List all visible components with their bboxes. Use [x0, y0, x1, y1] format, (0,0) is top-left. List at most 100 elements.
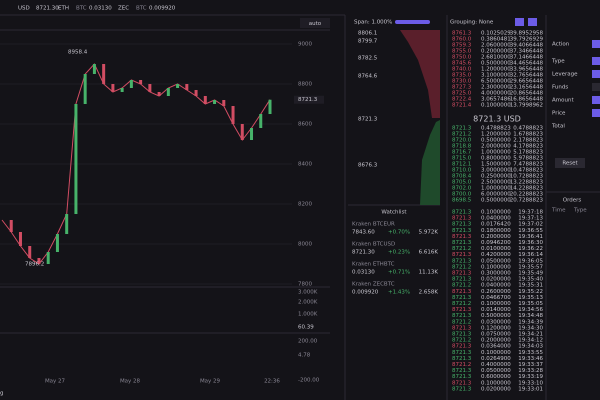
candle [129, 80, 133, 88]
book-price: 8721.3 [452, 380, 472, 386]
form-label: Amount [552, 98, 574, 104]
book-price: 8721.3 [452, 126, 472, 132]
book-price: 8721.2 [452, 132, 471, 138]
book-col3: 33.9656448 [510, 67, 544, 73]
candle [74, 104, 78, 214]
book-col3: 19:36:22 [518, 246, 543, 252]
orders-col: Time [551, 208, 566, 214]
book-price: 8702.0 [452, 186, 472, 192]
book-col3: 19:35:49 [518, 271, 543, 277]
last-price: 8721.3 [298, 97, 318, 103]
book-price: 8750.0 [452, 55, 472, 61]
book-col3: 4.1788823 [513, 144, 543, 150]
last-price-box [294, 95, 324, 104]
watch-volume: 11.13K [419, 270, 439, 276]
book-amount: 0.0400000 [481, 283, 511, 289]
span-slider[interactable] [395, 20, 430, 24]
candle [55, 234, 59, 252]
book-price: 8755.0 [452, 49, 472, 55]
watch-name[interactable]: Kraken ETHBTC [352, 262, 395, 268]
book-price: 8721.2 [452, 301, 471, 307]
ticker-label: ZEC [118, 6, 129, 12]
volume-tick: 2.000K [298, 300, 318, 306]
form-input[interactable] [592, 83, 600, 91]
book-amount: 0.0400000 [481, 216, 511, 222]
book-price: 8721.2 [452, 338, 471, 344]
book-col3: 19:35:13 [518, 295, 543, 301]
book-price: 8759.3 [452, 43, 472, 49]
book-amount: 0.0500000 [481, 368, 511, 374]
book-amount: 4.0000000 [481, 91, 511, 97]
book-col3: 19:36:30 [518, 240, 543, 246]
book-amount: 0.8000000 [481, 156, 511, 162]
book-col3: 0.4788823 [513, 126, 543, 132]
form-input[interactable] [592, 109, 600, 117]
book-price: 8721.3 [452, 210, 472, 216]
ticker-value: 8721.30 [36, 6, 59, 12]
form-label: Total [551, 124, 565, 130]
candle [194, 90, 198, 96]
watch-name[interactable]: Kraken BTCUSD [352, 242, 395, 248]
book-price: 8698.5 [452, 198, 472, 204]
book-col3: 19:34:03 [518, 344, 543, 350]
ticker-label: ETH [58, 6, 69, 12]
mode-button[interactable] [300, 18, 330, 28]
ticker-pair: BTC [76, 6, 87, 12]
candle [148, 84, 152, 92]
book-price: 8761.3 [452, 31, 472, 37]
form-input[interactable] [592, 57, 600, 65]
book-col3: 19:36:41 [518, 234, 543, 240]
book-amount: 0.0500000 [481, 258, 511, 264]
reset[interactable]: Reset [562, 161, 578, 167]
ticker-label: USD [18, 6, 30, 12]
book-price: 8708.4 [452, 174, 472, 180]
form-input[interactable] [592, 96, 600, 104]
book-amount: 0.3860481 [481, 37, 511, 43]
book-price: 8721.3 [452, 344, 472, 350]
book-col3: 13.2288823 [510, 180, 544, 186]
watch-volume: 2.658K [419, 290, 439, 296]
book-col3: 19:34:56 [518, 307, 543, 313]
depth-price: 8721.3 [358, 117, 378, 123]
reset-button[interactable] [555, 158, 585, 168]
book-amount: 0.5000000 [481, 138, 511, 144]
footer-text: g [0, 391, 4, 397]
book-col3: 19:33:10 [518, 380, 543, 386]
book-col3: 19:35:31 [518, 283, 543, 289]
book-col3: 19:35:22 [518, 289, 543, 295]
book-col3: 32.7656448 [510, 73, 544, 79]
book-price: 8721.3 [452, 289, 472, 295]
form-input[interactable] [592, 40, 600, 48]
book-amount: 0.2600000 [481, 289, 511, 295]
book-price: 8721.3 [452, 234, 472, 240]
candle [28, 246, 32, 258]
watch-change: +0.23% [388, 250, 410, 256]
book-amount: 0.0466700 [481, 295, 511, 301]
candle [166, 88, 170, 96]
form-input[interactable] [592, 70, 600, 78]
candle [120, 88, 124, 92]
book-amount: 6.5000000 [481, 79, 511, 85]
book-amount: 3.0000000 [481, 168, 511, 174]
book-amount: 0.1000000 [481, 301, 511, 307]
group-btn[interactable] [515, 18, 524, 26]
form-label: Funds [552, 85, 568, 91]
candle [268, 99, 272, 114]
watch-name[interactable]: Kraken ZECBTC [352, 282, 395, 288]
book-amount: 0.2000000 [481, 338, 511, 344]
watch-name[interactable]: Kraken BTCEUR [352, 222, 395, 228]
orders-title: Orders [563, 198, 582, 204]
watch-volume: 5.972K [419, 230, 439, 236]
book-price: 8721.3 [452, 313, 472, 319]
orders-col: Type [573, 208, 587, 214]
book-price: 8721.3 [452, 332, 472, 338]
group-btn[interactable] [528, 18, 537, 26]
book-price: 8740.0 [452, 67, 472, 73]
book-col3: 5.1788823 [513, 150, 543, 156]
candle [92, 64, 96, 74]
book-amount: 0.1000000 [481, 380, 511, 386]
book-col3: 19:37:13 [518, 216, 543, 222]
book-price: 8721.3 [452, 350, 472, 356]
mode[interactable]: auto [309, 21, 322, 27]
